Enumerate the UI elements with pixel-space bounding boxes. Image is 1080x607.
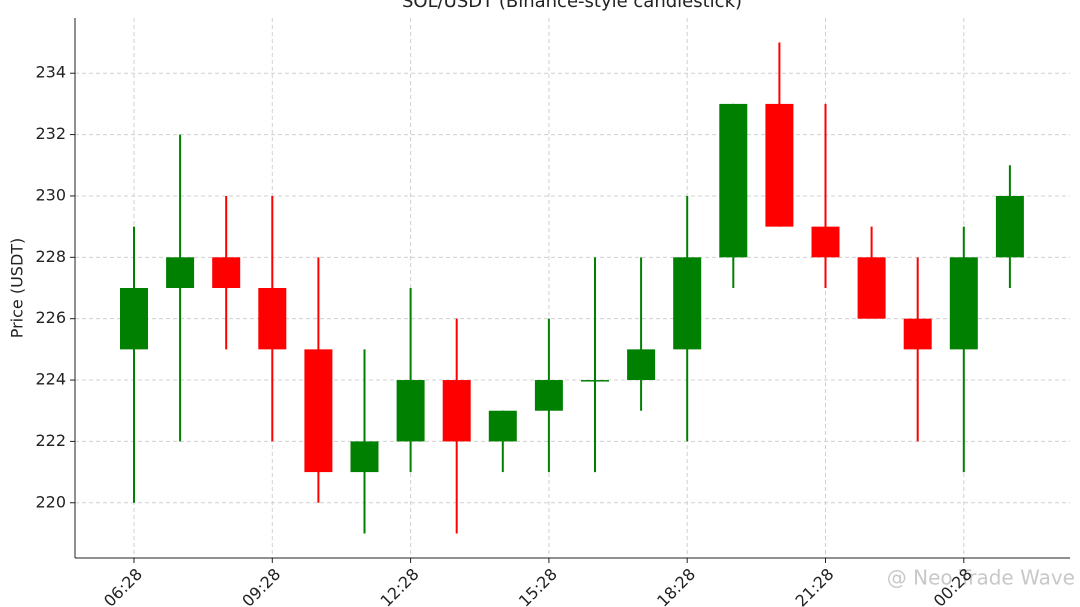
- x-tick-label: 12:28: [377, 565, 423, 607]
- y-tick-label: 228: [35, 247, 66, 266]
- y-tick-label: 222: [35, 431, 66, 450]
- y-tick-label: 224: [35, 370, 66, 389]
- candle-body: [442, 380, 471, 442]
- candle-body: [350, 441, 379, 473]
- candle-body: [765, 103, 794, 227]
- candle-body: [811, 226, 840, 258]
- candle-body: [719, 103, 748, 258]
- x-tick-label: 21:28: [791, 565, 837, 607]
- candle-body: [304, 349, 333, 473]
- y-tick-label: 234: [35, 63, 66, 82]
- candle-body: [212, 257, 241, 288]
- x-tick-label: 15:28: [515, 565, 561, 607]
- candle-body: [488, 410, 517, 442]
- candle-body: [258, 288, 287, 350]
- candle-body: [581, 380, 609, 382]
- candle-body: [857, 257, 886, 319]
- x-tick-label: 18:28: [653, 565, 699, 607]
- candle-body: [627, 349, 656, 381]
- chart-title: SOL/USDT (Binance-style candlestick): [402, 0, 742, 12]
- watermark: @ Neo Trade Wave: [887, 566, 1075, 590]
- y-tick-label: 226: [35, 308, 66, 327]
- y-axis-label: Price (USDT): [8, 238, 27, 339]
- candle-body: [995, 195, 1024, 258]
- candle-body: [534, 380, 563, 411]
- x-tick-label: 06:28: [100, 565, 146, 607]
- candle-body: [949, 257, 978, 350]
- y-tick-label: 230: [35, 185, 66, 204]
- candle-body: [120, 288, 148, 350]
- y-tick-label: 232: [35, 124, 66, 143]
- x-tick-label: 09:28: [238, 565, 284, 607]
- candle-body: [903, 318, 932, 350]
- candle-body: [396, 380, 425, 442]
- candle-body: [166, 257, 195, 288]
- candle-body: [673, 257, 702, 350]
- y-tick-label: 220: [35, 492, 66, 511]
